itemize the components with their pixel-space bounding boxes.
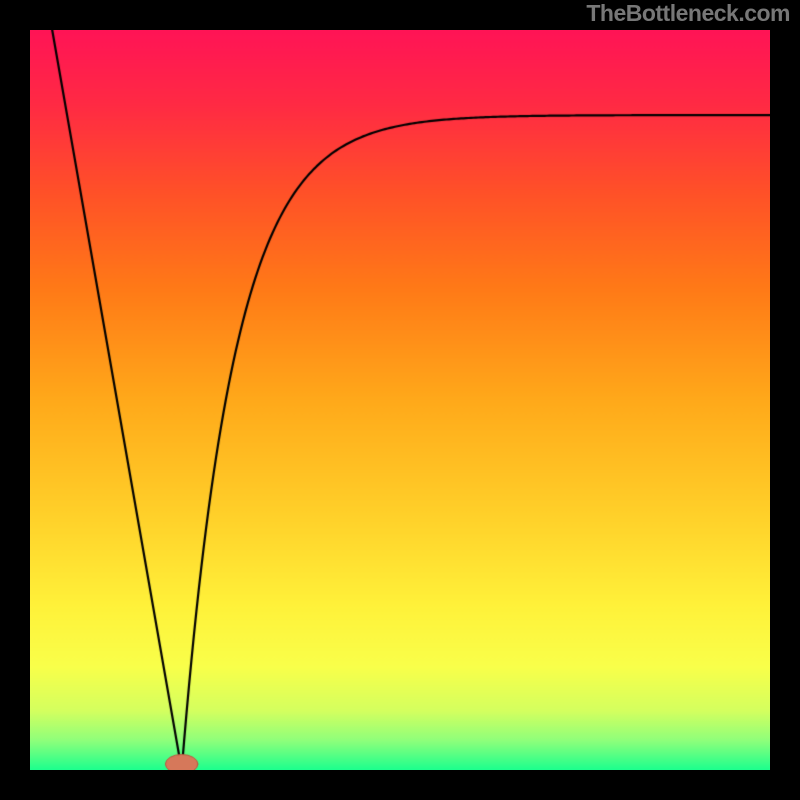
bottleneck-chart-canvas (30, 30, 770, 770)
plot-area (30, 30, 770, 770)
watermark-text: TheBottleneck.com (586, 0, 790, 27)
chart-container: TheBottleneck.com (0, 0, 800, 800)
